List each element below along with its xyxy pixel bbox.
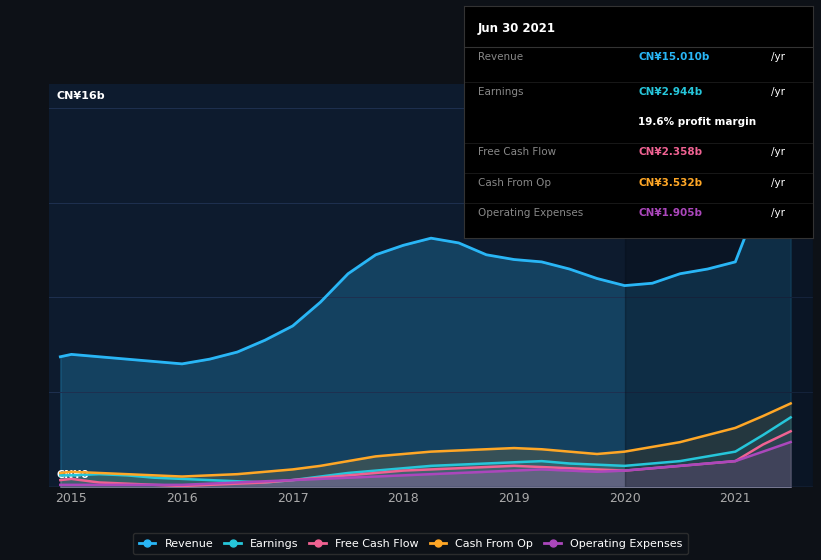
Bar <box>625 84 813 487</box>
Text: Jun 30 2021: Jun 30 2021 <box>478 22 556 35</box>
Text: /yr: /yr <box>771 87 785 97</box>
Text: Revenue: Revenue <box>478 52 523 62</box>
Text: /yr: /yr <box>771 147 785 157</box>
Text: /yr: /yr <box>771 208 785 218</box>
Text: CN¥2.944b: CN¥2.944b <box>639 87 703 97</box>
Text: /yr: /yr <box>771 52 785 62</box>
Text: CN¥16b: CN¥16b <box>57 91 106 101</box>
Legend: Revenue, Earnings, Free Cash Flow, Cash From Op, Operating Expenses: Revenue, Earnings, Free Cash Flow, Cash … <box>133 533 688 554</box>
Text: CN¥1.905b: CN¥1.905b <box>639 208 702 218</box>
Text: CN¥2.358b: CN¥2.358b <box>639 147 703 157</box>
Text: /yr: /yr <box>771 178 785 188</box>
Text: CN¥15.010b: CN¥15.010b <box>639 52 709 62</box>
Text: Cash From Op: Cash From Op <box>478 178 551 188</box>
Text: CN¥0: CN¥0 <box>57 470 89 480</box>
Text: Earnings: Earnings <box>478 87 523 97</box>
Text: CN¥3.532b: CN¥3.532b <box>639 178 703 188</box>
Text: Operating Expenses: Operating Expenses <box>478 208 583 218</box>
Text: 19.6% profit margin: 19.6% profit margin <box>639 117 756 127</box>
Text: Free Cash Flow: Free Cash Flow <box>478 147 556 157</box>
